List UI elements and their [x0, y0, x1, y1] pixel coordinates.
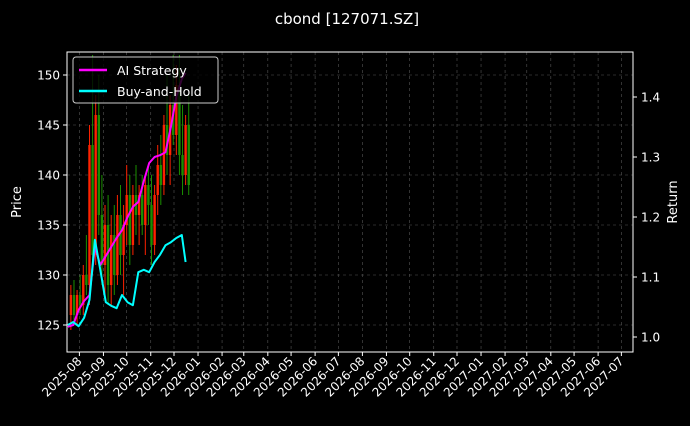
chart-title: cbond [127071.SZ]: [275, 10, 419, 28]
candle-body: [94, 115, 97, 255]
candle-body: [150, 205, 153, 245]
candle-body: [125, 195, 128, 225]
y-right-tick-label: 1.4: [641, 91, 660, 105]
candle-body: [165, 125, 169, 155]
candle-body: [106, 225, 110, 285]
candle-body: [147, 185, 150, 205]
x-axis: 2025-082025-092025-102025-112025-122026-…: [39, 352, 626, 400]
candle-body: [69, 295, 73, 315]
y-tick-label: 125: [37, 319, 60, 333]
candle-body: [141, 195, 144, 225]
lines: [67, 72, 187, 328]
candle-body: [72, 295, 76, 315]
candle-body: [91, 145, 94, 255]
candle-body: [75, 295, 79, 315]
candle-body: [156, 165, 159, 195]
series-line-0: [67, 72, 187, 328]
candle-body: [109, 235, 113, 285]
y-tick-label: 135: [37, 219, 60, 233]
candle-body: [178, 85, 181, 155]
candle-body: [153, 195, 156, 245]
candle-body: [181, 155, 184, 175]
candle-body: [103, 225, 107, 265]
y-axis-right-label: Return: [666, 180, 681, 223]
y-axis-right: 1.0 1.1 1.2 1.3 1.4: [633, 91, 660, 345]
candle-body: [88, 145, 91, 285]
candle-body: [175, 85, 178, 135]
legend: AI Strategy Buy-and-Hold: [72, 56, 219, 104]
grid: [67, 52, 633, 352]
y-axis-left: 125 130 135 140 145 150: [37, 69, 67, 333]
candle-body: [131, 195, 135, 245]
candle-body: [122, 225, 125, 255]
candle-body: [137, 195, 141, 215]
candle-body: [85, 275, 88, 285]
candle-body: [116, 215, 119, 275]
legend-label-bh: Buy-and-Hold: [117, 84, 202, 99]
series-line-1: [67, 234, 187, 328]
candle-body: [78, 295, 82, 305]
y-right-tick-label: 1.3: [641, 151, 660, 165]
legend-label-ai: AI Strategy: [117, 63, 187, 78]
plot-frame: [66, 51, 634, 353]
y-right-tick-label: 1.1: [641, 271, 660, 285]
candle-body: [144, 185, 147, 225]
candle-body: [184, 125, 187, 175]
candle-body: [172, 105, 175, 135]
candle-body: [82, 275, 85, 305]
y-tick-label: 150: [37, 69, 60, 83]
candle-body: [159, 165, 163, 185]
y-tick-label: 130: [37, 269, 60, 283]
y-tick-label: 140: [37, 169, 60, 183]
candle-body: [113, 235, 116, 275]
y-axis-label: Price: [10, 186, 25, 218]
candle-body: [100, 215, 104, 265]
candle-body: [119, 215, 122, 255]
y-right-tick-label: 1.2: [641, 211, 660, 225]
candle-body: [162, 125, 166, 185]
y-tick-label: 145: [37, 119, 60, 133]
y-right-tick-label: 1.0: [641, 331, 660, 345]
candle-body: [187, 125, 190, 185]
candle-body: [128, 195, 132, 245]
candle-body: [97, 115, 100, 215]
